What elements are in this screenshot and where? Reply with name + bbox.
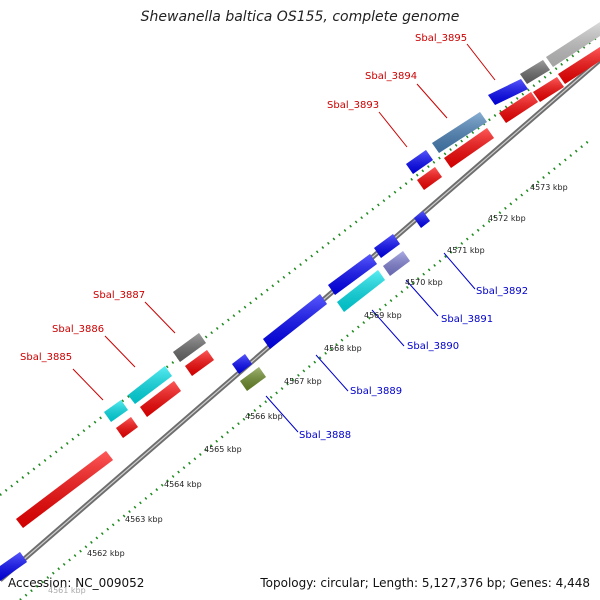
gene-sbal-3891 (383, 251, 410, 276)
topology-text: Topology: circular; Length: 5,127,376 bp… (260, 576, 590, 590)
gene-sbal-3892 (414, 211, 430, 228)
scale-label-4571: 4571 kbp (447, 246, 485, 255)
accession-text: Accession: NC_009052 (8, 576, 144, 590)
label-sbal-3886: Sbal_3886 (52, 324, 104, 335)
label-sbal-3895: Sbal_3895 (415, 33, 467, 44)
label-sbal-3892: Sbal_3892 (476, 286, 528, 297)
scale-label-4569: 4569 kbp (364, 311, 402, 320)
gene-block-1 (16, 451, 113, 528)
gene-block-2 (116, 417, 138, 438)
inner-tick-track (20, 140, 590, 600)
label-sbal-3889: Sbal_3889 (350, 386, 402, 397)
label-sbal-3885: Sbal_3885 (20, 352, 72, 363)
gene-block-8 (520, 60, 550, 84)
gene-sbal-3889 (263, 294, 327, 349)
forward-strand-genes (16, 22, 600, 528)
label-leaders (73, 44, 495, 432)
reverse-gene-labels: Sbal_3888 Sbal_3889 Sbal_3890 Sbal_3891 … (299, 286, 528, 441)
scale-label-4573: 4573 kbp (530, 183, 568, 192)
gene-block-13 (232, 354, 252, 374)
gene-sbal-3893 (406, 150, 433, 174)
scale-label-4566: 4566 kbp (245, 412, 283, 421)
label-sbal-3887: Sbal_3887 (93, 290, 145, 301)
scale-label-4572: 4572 kbp (488, 214, 526, 223)
outer-tick-track (0, 35, 600, 495)
scale-label-4562: 4562 kbp (87, 549, 125, 558)
scale-label-4568: 4568 kbp (324, 344, 362, 353)
scale-label-4570: 4570 kbp (405, 278, 443, 287)
gene-sbal-3885 (104, 400, 128, 422)
label-sbal-3888: Sbal_3888 (299, 430, 351, 441)
gene-block-5 (417, 167, 442, 190)
scale-label-4565: 4565 kbp (204, 445, 242, 454)
label-sbal-3891: Sbal_3891 (441, 314, 493, 325)
label-sbal-3890: Sbal_3890 (407, 341, 459, 352)
scale-label-4567: 4567 kbp (284, 377, 322, 386)
scale-label-4564: 4564 kbp (164, 480, 202, 489)
scale-label-4563: 4563 kbp (125, 515, 163, 524)
label-sbal-3893: Sbal_3893 (327, 100, 379, 111)
scale-labels: 4561 kbp 4562 kbp 4563 kbp 4564 kbp 4565… (48, 183, 568, 595)
label-sbal-3894: Sbal_3894 (365, 71, 417, 82)
